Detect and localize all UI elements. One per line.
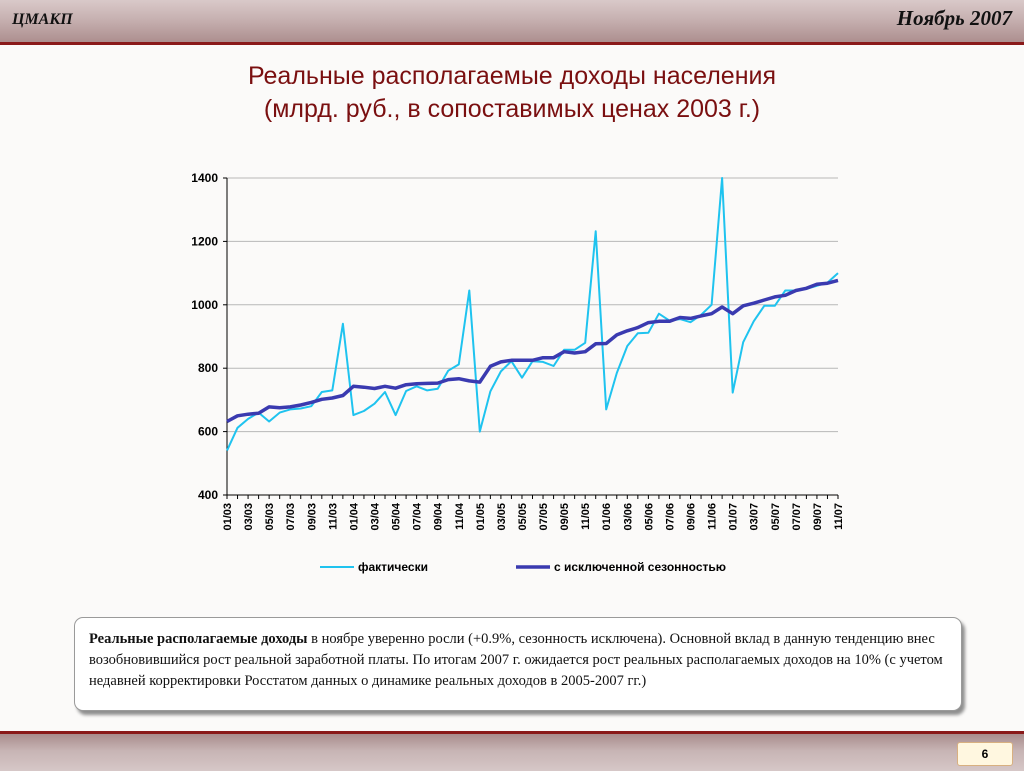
x-tick-label: 05/06 [643,503,655,531]
x-tick-label: 11/05 [580,503,592,530]
legend-label: фактически [358,560,428,574]
x-tick-label: 05/04 [391,502,403,530]
commentary-bold-lead: Реальные располагаемые доходы [89,631,308,647]
series-line-seasonally-adjusted [226,278,839,424]
organization-label: ЦМАКП [12,11,73,28]
x-tick-label: 11/03 [327,503,339,530]
x-tick-label: 05/03 [264,503,276,531]
x-tick-label: 11/04 [454,502,466,530]
x-tick-label: 05/07 [770,503,782,531]
series-line-actual [226,177,839,452]
x-tick-label: 09/03 [306,503,318,531]
y-tick-label: 600 [198,425,218,439]
report-date: Ноябрь 2007 [896,6,1012,30]
x-tick-label: 09/06 [686,503,698,531]
x-tick-label: 01/05 [475,503,487,531]
x-tick-label: 03/03 [243,503,255,531]
x-tick-label: 07/04 [412,502,424,530]
footer-band [0,731,1024,771]
x-tick-label: 03/07 [749,503,761,531]
x-tick-label: 01/07 [728,503,740,531]
commentary-text: в ноябре уверенно росли (+0.9%, сезоннос… [89,631,943,689]
legend-label: с исключенной сезонностью [554,560,726,574]
x-tick-label: 09/07 [812,503,824,531]
slide-title-line2: (млрд. руб., в сопоставимых ценах 2003 г… [263,95,761,123]
y-tick-label: 1200 [191,234,218,248]
x-tick-label: 07/05 [538,503,550,531]
y-tick-label: 800 [198,361,218,375]
x-tick-label: 01/03 [222,503,234,531]
x-tick-label: 03/04 [369,502,381,530]
x-tick-label: 09/04 [433,502,445,530]
y-tick-label: 1000 [191,298,218,312]
y-tick-label: 1400 [191,171,218,185]
x-tick-label: 09/05 [559,503,571,531]
page-number: 6 [957,742,1013,766]
x-tick-label: 01/06 [601,503,613,531]
income-line-chart: 400 600 800 1000 1200 1400 01/03 03/03 05/03 07/0… [191,171,845,574]
x-tick-label: 01/04 [348,502,360,530]
x-tick-label: 07/06 [664,503,676,531]
y-tick-label: 400 [198,488,218,502]
slide-title-line1: Реальные располагаемые доходы населения [247,62,777,90]
x-tick-label: 07/07 [791,503,803,531]
x-tick-label: 07/03 [285,503,297,531]
x-tick-label: 03/05 [496,503,508,531]
x-tick-label: 11/06 [707,503,719,530]
slide-title: Реальные располагаемые доходы населения … [0,60,1024,126]
x-tick-label: 05/05 [517,503,529,531]
commentary-box: Реальные располагаемые доходы в ноябре у… [74,617,962,711]
header-band [0,0,1024,45]
x-tick-label: 03/06 [622,503,634,531]
x-tick-label: 11/07 [833,503,845,530]
